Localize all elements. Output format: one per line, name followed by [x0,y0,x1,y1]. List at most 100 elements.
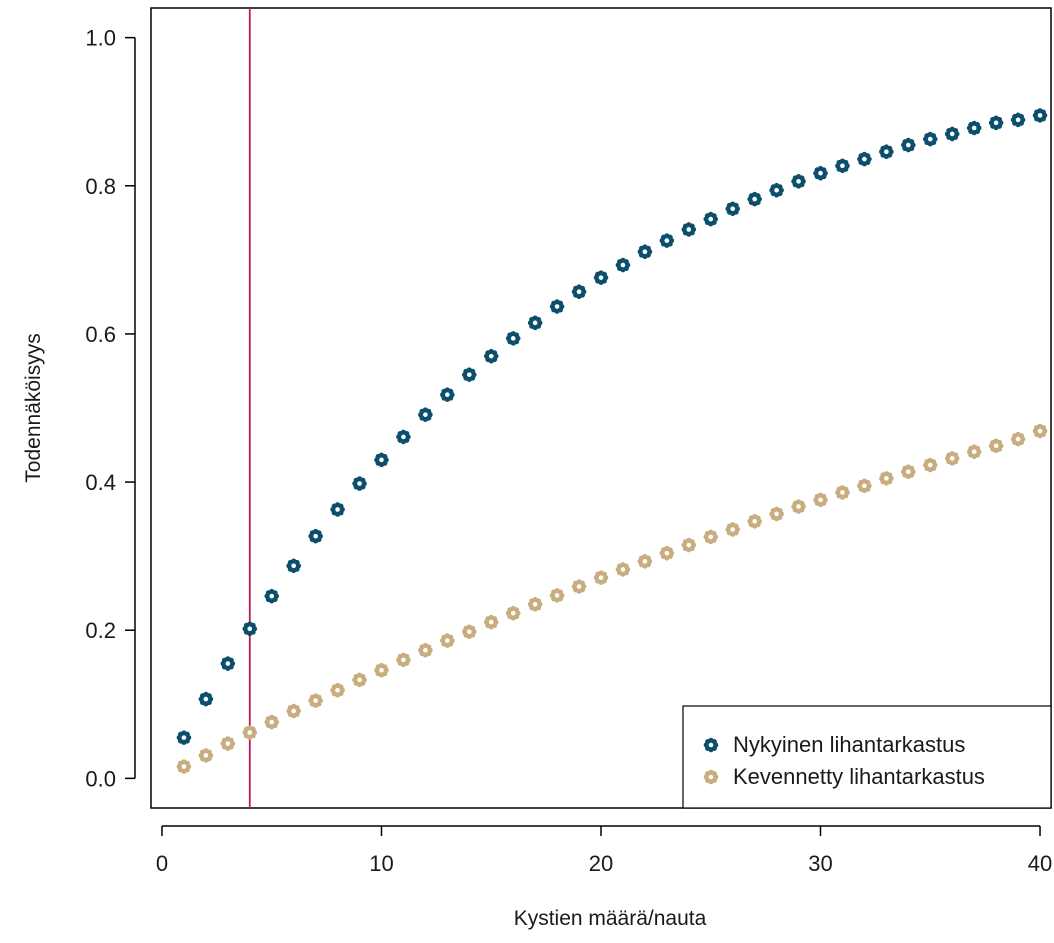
data-point [264,714,280,730]
series-1 [176,423,1048,774]
y-tick-label: 0.4 [85,470,116,495]
data-point [549,588,565,603]
data-point [527,597,543,612]
data-point [769,182,784,198]
data-point [549,299,565,314]
y-axis: 0.0 0.2 0.4 0.6 0.8 1.0 [85,26,136,791]
data-point [352,672,367,688]
data-point [461,624,477,639]
plot-frame [150,7,1052,809]
data-point [1032,423,1048,439]
data-point [879,144,894,159]
legend-label-kevennetty: Kevennetty lihantarkastus [733,764,985,789]
x-tick-label: 10 [369,851,393,876]
data-point [308,528,323,544]
data-point [922,457,938,473]
x-axis: 0 10 20 30 40 [156,825,1052,876]
data-point [988,115,1004,131]
data-point [988,438,1004,454]
data-point [308,693,323,708]
data-point [1010,112,1026,128]
data-point [681,537,697,553]
data-point [176,759,192,774]
data-points [176,108,1048,774]
data-point [637,244,653,259]
data-point [681,222,697,237]
x-tick-label: 40 [1028,851,1052,876]
data-point [286,703,301,719]
legend-box [682,705,1052,809]
data-point [791,174,806,189]
legend-label-nykyinen: Nykyinen lihantarkastus [733,732,965,757]
y-tick-label: 0.2 [85,618,116,643]
data-point [527,315,543,331]
data-point [835,485,850,500]
x-axis-title: Kystien määrä/nauta [514,907,707,930]
data-point [944,451,960,466]
data-point [813,165,828,181]
data-point [593,570,609,585]
data-point [659,545,675,561]
data-point [352,476,367,491]
data-point [505,331,521,346]
x-tick-label: 30 [808,851,832,876]
data-point [637,554,653,569]
data-point [769,506,784,522]
data-point [659,233,675,248]
data-point [418,642,433,658]
y-tick-label: 0.8 [85,174,116,199]
data-point [966,444,982,459]
data-point [747,514,762,529]
x-tick-label: 0 [156,851,168,876]
data-point [242,725,258,740]
data-point [220,656,236,671]
data-point [593,270,609,285]
data-point [286,558,301,574]
data-point [483,348,499,364]
data-point [176,730,192,745]
data-point [440,387,455,402]
data-point [901,137,916,153]
data-point [901,464,916,479]
legend-marker-nykyinen [703,737,719,753]
y-tick-label: 0.0 [85,766,116,791]
data-point [1032,108,1048,123]
x-tick-label: 20 [589,851,613,876]
data-point [330,502,345,517]
data-point [1010,431,1026,447]
data-point [198,748,214,763]
y-axis-title: Todennäköisyys [22,333,45,482]
data-point [264,588,280,604]
data-point [242,621,258,637]
data-point [396,429,411,445]
y-tick-label: 0.6 [85,322,116,347]
data-point [396,652,411,668]
legend-marker-icon [703,769,719,785]
data-point [703,211,719,227]
data-point [615,257,631,273]
data-point [615,562,631,577]
data-point [374,662,389,678]
data-point [483,614,499,630]
data-point [440,633,455,648]
data-point [461,367,477,382]
data-point [725,201,741,217]
y-tick-label: 1.0 [85,26,116,51]
data-point [374,452,389,468]
data-point [944,126,960,142]
data-point [571,284,587,299]
data-point [879,471,894,486]
data-point [725,522,741,537]
data-point [220,736,236,751]
data-point [922,131,938,147]
data-point [330,682,345,698]
legend: Nykyinen lihantarkastus Kevennetty lihan… [682,705,1052,809]
legend-marker-kevennetty [703,769,719,785]
data-point [966,120,982,136]
data-point [857,478,872,494]
data-point [571,579,587,594]
data-point [505,605,521,621]
legend-marker-icon [703,737,719,753]
